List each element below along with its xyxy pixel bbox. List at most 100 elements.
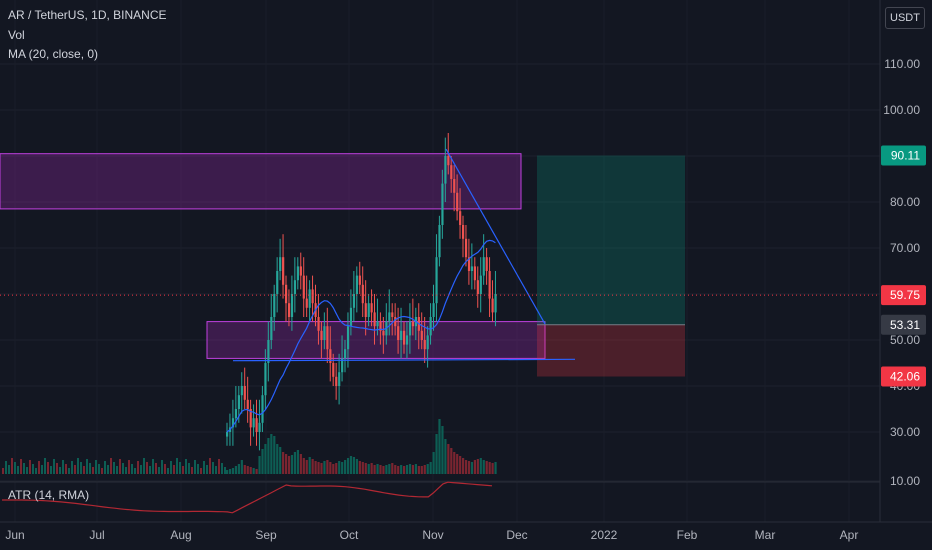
volume-bar — [391, 463, 394, 474]
symbol-legend[interactable]: AR / TetherUS, 1D, BINANCE — [8, 8, 167, 22]
ma-legend[interactable]: MA (20, close, 0) — [8, 47, 99, 61]
volume-bar — [68, 468, 70, 474]
volume-bar — [8, 465, 10, 474]
candle — [405, 335, 409, 345]
candle — [270, 317, 273, 340]
volume-bar — [364, 463, 367, 474]
candle — [299, 266, 302, 276]
volume-bar — [382, 466, 385, 474]
candle — [352, 294, 356, 308]
candle — [459, 211, 462, 225]
candle — [255, 418, 258, 432]
candle — [326, 326, 329, 350]
volume-bar — [83, 466, 85, 474]
volume-bar — [411, 465, 415, 474]
volume-bar — [231, 468, 235, 474]
volume-bar — [185, 459, 187, 474]
candle — [361, 284, 364, 304]
atr-legend[interactable]: ATR (14, RMA) — [8, 488, 90, 502]
candle — [470, 266, 474, 271]
volume-bar — [403, 466, 406, 474]
volume-bar — [314, 461, 317, 474]
volume-bar — [146, 462, 148, 474]
volume-bar — [125, 467, 127, 474]
candle — [473, 266, 476, 281]
volume-bar — [119, 459, 121, 474]
volume-bar — [361, 462, 364, 474]
support-line[interactable] — [232, 358, 576, 362]
candle — [423, 340, 426, 350]
volume-bar — [299, 454, 302, 474]
volume-bar — [110, 458, 112, 474]
candle — [344, 349, 347, 359]
stop-zone[interactable] — [537, 324, 685, 377]
volume-bar — [397, 466, 400, 474]
drawings[interactable] — [0, 148, 880, 362]
volume-bar — [414, 464, 417, 474]
resistance-zone[interactable] — [0, 153, 522, 210]
price-tag-label: 90.11 — [891, 148, 920, 162]
x-tick-label: Mar — [755, 528, 776, 542]
candle — [279, 257, 282, 271]
candle — [323, 326, 326, 340]
volume-bar — [338, 461, 341, 474]
volume-bar — [494, 462, 497, 474]
volume-bar — [182, 466, 184, 474]
chart-zones — [0, 153, 685, 377]
candle — [456, 192, 459, 212]
volume-bar — [246, 466, 249, 474]
x-tick-label: 2022 — [591, 528, 618, 542]
currency-button[interactable]: USDT — [885, 7, 925, 29]
candle — [287, 303, 291, 317]
volume-bar — [488, 462, 491, 474]
candle — [485, 257, 488, 271]
x-tick-label: Apr — [840, 528, 859, 542]
support-zone[interactable] — [206, 321, 546, 359]
volume-bar — [476, 459, 479, 474]
volume-bar — [218, 459, 220, 474]
volume-bar — [89, 463, 91, 474]
x-tick-label: Nov — [422, 528, 443, 542]
candle — [246, 399, 249, 409]
vol-legend[interactable]: Vol — [8, 28, 25, 42]
volume-bar — [426, 464, 429, 474]
candle — [276, 271, 279, 294]
volume-bar — [35, 468, 37, 474]
volume-bar — [400, 465, 403, 474]
candle — [376, 321, 379, 327]
volume-bar — [228, 469, 232, 474]
volume-bar — [335, 463, 338, 474]
volume-bar — [323, 461, 326, 474]
candle — [488, 271, 491, 299]
volume-bar — [462, 458, 465, 474]
candle — [346, 326, 350, 350]
candle — [453, 179, 456, 193]
volume-bar — [62, 460, 64, 474]
candle — [355, 275, 358, 294]
candle — [329, 349, 332, 363]
volume-bar — [98, 464, 100, 474]
time-axis[interactable]: Jun Jul Aug Sep Oct Nov Dec 2022 Feb Mar Apr — [0, 521, 932, 542]
target-zone[interactable] — [537, 155, 685, 325]
price-tag-label: 59.75 — [890, 288, 920, 302]
volume-bar — [224, 467, 226, 474]
candle — [426, 335, 429, 350]
volume-bar — [164, 464, 166, 474]
volume-bar — [170, 461, 172, 474]
volume-bar — [287, 456, 291, 474]
volume-bar — [341, 462, 344, 474]
candle — [494, 294, 497, 313]
price-tag — [881, 366, 926, 387]
volume-bar — [420, 466, 423, 474]
y-tick-label: 50.00 — [890, 333, 920, 347]
volume-bar — [373, 465, 376, 474]
volume-bar — [264, 444, 267, 474]
volume-bar — [346, 458, 350, 474]
price-tag — [881, 314, 926, 335]
volume-bar — [14, 462, 16, 474]
price-axis[interactable]: 110.00100.0090.0080.0070.0060.0050.0040.… — [879, 0, 926, 522]
volume-bar — [302, 458, 305, 474]
volume-bar — [155, 463, 157, 474]
volume-bar — [140, 465, 142, 474]
